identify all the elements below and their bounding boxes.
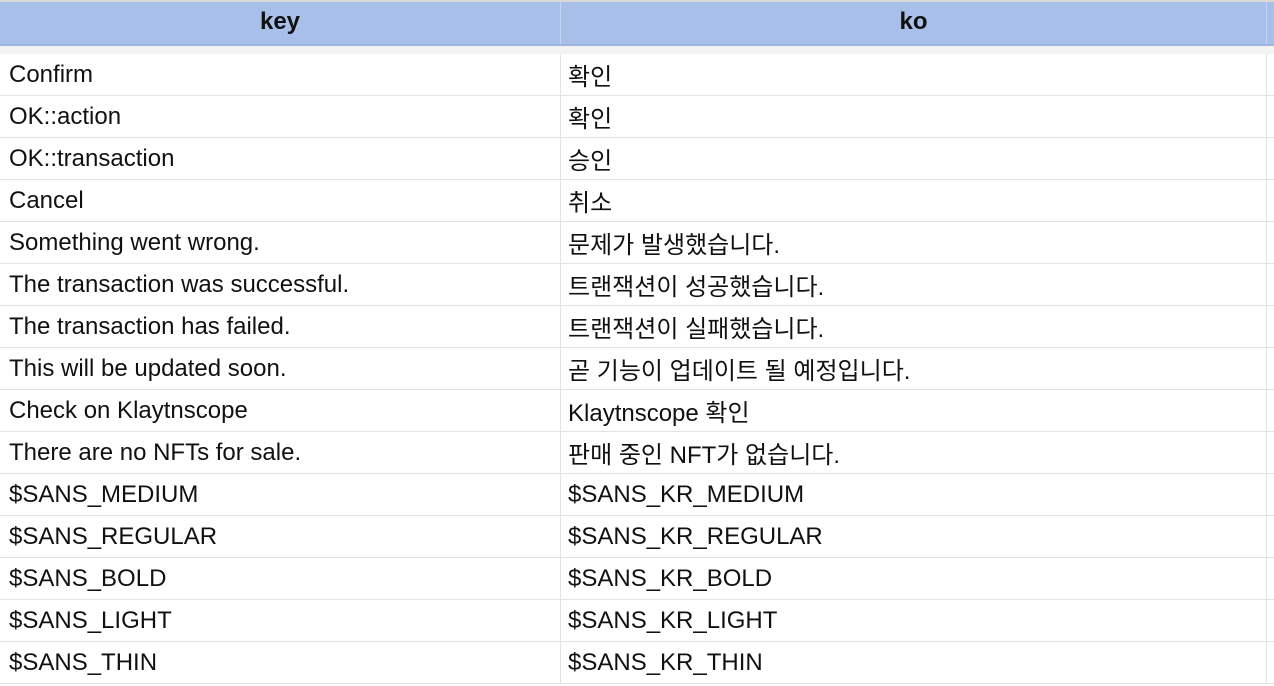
table-row: $SANS_BOLD $SANS_KR_BOLD bbox=[0, 558, 1274, 600]
ko-cell[interactable]: 트랜잭션이 성공했습니다. bbox=[561, 264, 1267, 305]
table-row: There are no NFTs for sale. 판매 중인 NFT가 없… bbox=[0, 432, 1274, 474]
ko-cell[interactable]: 확인 bbox=[561, 96, 1267, 137]
key-cell[interactable]: Check on Klaytnscope bbox=[0, 390, 561, 431]
table-row: $SANS_LIGHT $SANS_KR_LIGHT bbox=[0, 600, 1274, 642]
table-row: The transaction has failed. 트랜잭션이 실패했습니다… bbox=[0, 306, 1274, 348]
key-cell[interactable]: Something went wrong. bbox=[0, 222, 561, 263]
ko-cell[interactable]: 트랜잭션이 실패했습니다. bbox=[561, 306, 1267, 347]
ko-cell[interactable]: $SANS_KR_BOLD bbox=[561, 558, 1267, 599]
ko-cell[interactable]: 확인 bbox=[561, 54, 1267, 95]
key-cell[interactable]: The transaction was successful. bbox=[0, 264, 561, 305]
key-cell[interactable]: $SANS_BOLD bbox=[0, 558, 561, 599]
ko-cell[interactable]: 취소 bbox=[561, 180, 1267, 221]
table-row: Confirm 확인 bbox=[0, 54, 1274, 96]
ko-cell[interactable]: 곧 기능이 업데이트 될 예정입니다. bbox=[561, 348, 1267, 389]
key-cell[interactable]: $SANS_MEDIUM bbox=[0, 474, 561, 515]
top-border bbox=[0, 0, 1274, 2]
table-row: The transaction was successful. 트랜잭션이 성공… bbox=[0, 264, 1274, 306]
key-cell[interactable]: There are no NFTs for sale. bbox=[0, 432, 561, 473]
ko-cell[interactable]: 판매 중인 NFT가 없습니다. bbox=[561, 432, 1267, 473]
table-row: OK::transaction 승인 bbox=[0, 138, 1274, 180]
key-cell[interactable]: OK::transaction bbox=[0, 138, 561, 179]
table-row: OK::action 확인 bbox=[0, 96, 1274, 138]
key-cell[interactable]: Confirm bbox=[0, 54, 561, 95]
key-cell[interactable]: OK::action bbox=[0, 96, 561, 137]
key-cell[interactable]: Cancel bbox=[0, 180, 561, 221]
ko-cell[interactable]: $SANS_KR_MEDIUM bbox=[561, 474, 1267, 515]
table-row: Cancel 취소 bbox=[0, 180, 1274, 222]
frozen-row-divider bbox=[0, 46, 1274, 54]
ko-cell[interactable]: $SANS_KR_THIN bbox=[561, 642, 1267, 683]
ko-cell[interactable]: 문제가 발생했습니다. bbox=[561, 222, 1267, 263]
ko-cell[interactable]: $SANS_KR_REGULAR bbox=[561, 516, 1267, 557]
ko-cell[interactable]: 승인 bbox=[561, 138, 1267, 179]
column-header-key[interactable]: key bbox=[0, 0, 561, 44]
table-body: Confirm 확인 OK::action 확인 OK::transaction… bbox=[0, 54, 1274, 684]
key-cell[interactable]: This will be updated soon. bbox=[0, 348, 561, 389]
table-row: $SANS_REGULAR $SANS_KR_REGULAR bbox=[0, 516, 1274, 558]
table-row: $SANS_THIN $SANS_KR_THIN bbox=[0, 642, 1274, 684]
key-cell[interactable]: $SANS_REGULAR bbox=[0, 516, 561, 557]
table-row: Something went wrong. 문제가 발생했습니다. bbox=[0, 222, 1274, 264]
table-row: This will be updated soon. 곧 기능이 업데이트 될 … bbox=[0, 348, 1274, 390]
column-header-ko[interactable]: ko bbox=[561, 0, 1267, 44]
key-cell[interactable]: $SANS_THIN bbox=[0, 642, 561, 683]
table-row: $SANS_MEDIUM $SANS_KR_MEDIUM bbox=[0, 474, 1274, 516]
ko-cell[interactable]: $SANS_KR_LIGHT bbox=[561, 600, 1267, 641]
ko-cell[interactable]: Klaytnscope 확인 bbox=[561, 390, 1267, 431]
key-cell[interactable]: $SANS_LIGHT bbox=[0, 600, 561, 641]
key-cell[interactable]: The transaction has failed. bbox=[0, 306, 561, 347]
header-row: key ko bbox=[0, 0, 1274, 46]
table-row: Check on Klaytnscope Klaytnscope 확인 bbox=[0, 390, 1274, 432]
